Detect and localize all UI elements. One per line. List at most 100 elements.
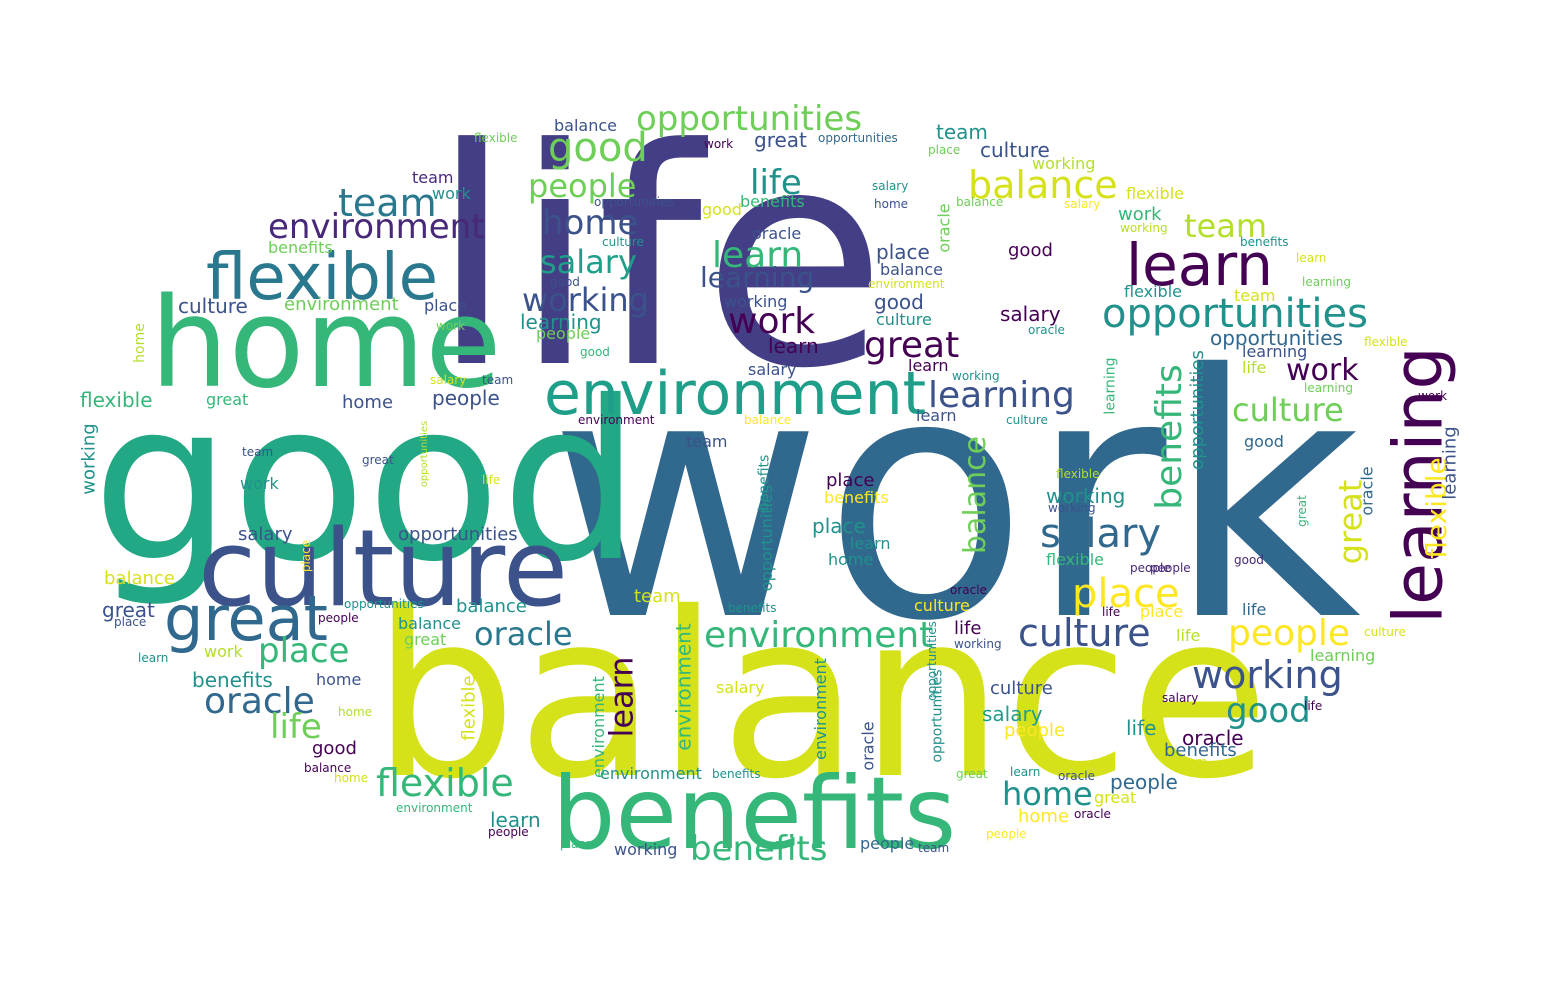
word-place: place [258, 631, 350, 671]
word-working: working [724, 292, 788, 311]
word-flexible: flexible [458, 675, 480, 741]
word-benefits: benefits [192, 668, 273, 692]
word-team: team [482, 373, 514, 387]
word-environment: environment [544, 359, 927, 429]
word-benefits: benefits [712, 767, 761, 781]
word-good: good [702, 200, 742, 219]
word-life: life [270, 707, 322, 747]
word-learning: learning [1302, 275, 1351, 289]
word-learn: learn [768, 334, 819, 358]
word-flexible: flexible [1046, 550, 1104, 569]
word-balance: balance [372, 563, 1270, 829]
word-learning: learning [520, 310, 602, 334]
word-culture: culture [602, 235, 644, 249]
word-work: work [548, 304, 1362, 695]
word-learning: learning [928, 375, 1075, 416]
word-benefits: benefits [268, 238, 333, 257]
word-opportunities: opportunities [1102, 291, 1368, 337]
word-life: life [1242, 600, 1267, 619]
word-team: team [412, 168, 454, 187]
word-working: working [1046, 484, 1126, 508]
word-oracle: oracle [1182, 726, 1244, 750]
word-learning: learning [1439, 426, 1461, 500]
word-life: life [1176, 626, 1201, 645]
word-salary: salary [872, 179, 909, 193]
word-oracle: oracle [1028, 323, 1065, 337]
word-balance: balance [398, 614, 461, 633]
word-good: good [1244, 432, 1284, 451]
word-place: place [299, 539, 314, 573]
word-learning: learning [1304, 381, 1353, 395]
word-culture: culture [1364, 625, 1406, 639]
word-salary: salary [1064, 197, 1101, 211]
word-salary: salary [1000, 302, 1061, 326]
word-opportunities: opportunities [419, 420, 431, 488]
word-great: great [102, 598, 155, 622]
word-balance: balance [958, 435, 994, 555]
word-good: good [550, 275, 580, 289]
word-opportunities: opportunities [344, 597, 424, 611]
word-flexible: flexible [376, 761, 514, 805]
word-home: home [338, 705, 373, 719]
word-environment: environment [600, 764, 702, 783]
word-team: team [1234, 286, 1276, 305]
word-environment: environment [396, 801, 473, 815]
word-home: home [874, 197, 909, 211]
word-culture: culture [1232, 391, 1344, 429]
word-oracle: oracle [474, 615, 573, 653]
word-home: home [150, 272, 502, 416]
word-learn: learn [916, 406, 957, 425]
word-place: place [1140, 602, 1184, 621]
word-working: working [1032, 154, 1096, 173]
word-people: people [528, 167, 637, 205]
word-opportunities: opportunities [398, 524, 518, 545]
word-learn: learn [850, 534, 891, 553]
word-team: team [686, 432, 728, 451]
word-flexible: flexible [206, 241, 438, 315]
word-life: life [1242, 358, 1267, 377]
word-balance: balance [456, 596, 527, 617]
word-place: place [876, 240, 930, 264]
word-oracle: oracle [1074, 807, 1111, 821]
word-learn: learn [1126, 231, 1273, 299]
word-balance: balance [554, 116, 617, 135]
word-great: great [1094, 788, 1137, 807]
word-home: home [334, 771, 369, 785]
word-learn: learn [1296, 251, 1327, 265]
word-benefits: benefits [728, 601, 777, 615]
word-home: home [1018, 806, 1070, 827]
word-working: working [614, 840, 678, 859]
word-work: work [436, 319, 466, 333]
word-place: place [424, 296, 468, 315]
word-salary: salary [430, 373, 467, 387]
word-flexible: flexible [1126, 184, 1184, 203]
word-benefits: benefits [1148, 364, 1190, 510]
word-good: good [1226, 691, 1311, 731]
word-opportunities: opportunities [1186, 350, 1208, 470]
word-benefits: benefits [824, 488, 889, 507]
word-team: team [1184, 207, 1268, 245]
word-opportunities: opportunities [1210, 326, 1343, 350]
word-good: good [580, 345, 610, 359]
word-culture: culture [1018, 611, 1151, 655]
word-flexible: flexible [80, 388, 153, 412]
word-place: place [812, 514, 866, 538]
word-people: people [318, 611, 359, 625]
word-learn: learn [712, 235, 804, 276]
word-learn: learn [602, 656, 641, 738]
word-flexible: flexible [1124, 282, 1182, 301]
word-people: people [986, 827, 1027, 841]
word-work: work [728, 301, 816, 342]
word-culture: culture [1006, 413, 1048, 427]
word-working: working [1048, 501, 1096, 515]
word-learning: learning [1102, 357, 1119, 415]
word-team: team [634, 586, 681, 607]
word-environment: environment [704, 615, 934, 656]
word-flexible: flexible [1056, 467, 1100, 481]
word-opportunities: opportunities [924, 621, 939, 701]
word-salary: salary [1162, 691, 1199, 705]
word-balance: balance [104, 568, 175, 589]
word-place: place [560, 837, 593, 851]
word-culture: culture [178, 294, 248, 318]
word-oracle: oracle [950, 583, 987, 597]
